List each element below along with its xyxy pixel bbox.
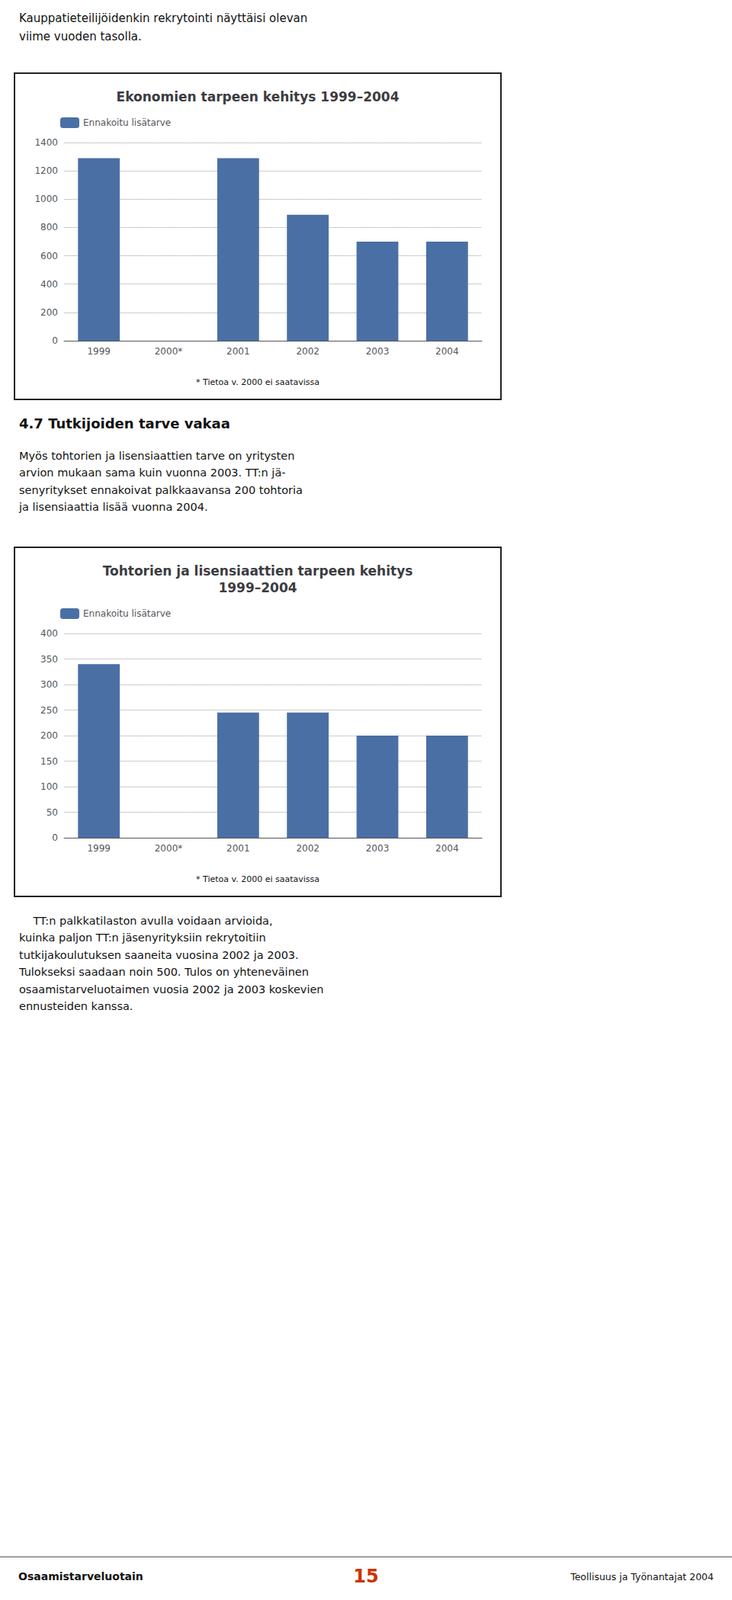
svg-text:100: 100 (40, 781, 58, 793)
svg-text:350: 350 (40, 654, 58, 665)
svg-text:* Tietoa v. 2000 ei saatavissa: * Tietoa v. 2000 ei saatavissa (195, 874, 320, 885)
svg-text:2004: 2004 (435, 843, 460, 854)
svg-text:Ekonomien tarpeen kehitys 1999: Ekonomien tarpeen kehitys 1999–2004 (116, 89, 400, 105)
svg-text:1999–2004: 1999–2004 (218, 580, 297, 596)
svg-text:2000*: 2000* (154, 843, 183, 854)
svg-text:2004: 2004 (435, 346, 460, 357)
svg-text:1200: 1200 (34, 165, 58, 177)
svg-text:Ennakoitu lisätarve: Ennakoitu lisätarve (83, 608, 171, 620)
svg-text:2001: 2001 (226, 346, 251, 357)
svg-text:150: 150 (40, 756, 58, 768)
html-text:Myös tohtorien ja lisensiaatti: Myös tohtorien ja lisensiaattien tarve o… (19, 449, 303, 514)
svg-text:2000*: 2000* (154, 346, 183, 357)
svg-text:400: 400 (40, 279, 58, 290)
svg-text:0: 0 (51, 832, 58, 844)
svg-text:Tohtorien ja lisensiaattien ta: Tohtorien ja lisensiaattien tarpeen kehi… (102, 563, 414, 579)
svg-text:* Tietoa v. 2000 ei saatavissa: * Tietoa v. 2000 ei saatavissa (195, 377, 320, 388)
svg-text:800: 800 (40, 221, 58, 233)
svg-text:2003: 2003 (366, 346, 390, 357)
svg-text:1400: 1400 (34, 137, 58, 148)
svg-text:600: 600 (40, 250, 58, 262)
svg-text:50: 50 (46, 807, 58, 819)
svg-text:200: 200 (40, 730, 58, 742)
svg-text:200: 200 (40, 307, 58, 318)
svg-text:1999: 1999 (86, 843, 111, 854)
svg-text:300: 300 (40, 679, 58, 691)
svg-text:250: 250 (40, 705, 58, 716)
html-text:Osaamistarveluotain: Osaamistarveluotain (18, 1570, 144, 1583)
svg-text:2002: 2002 (295, 346, 320, 357)
html-text:15: 15 (353, 1565, 379, 1588)
svg-text:0: 0 (51, 335, 58, 347)
svg-text:1000: 1000 (34, 193, 58, 205)
svg-text:400: 400 (40, 628, 58, 639)
svg-text:2002: 2002 (295, 843, 320, 854)
html-text:TT:n palkkatilaston avulla voi: TT:n palkkatilaston avulla voidaan arvio… (19, 915, 324, 1013)
svg-text:2003: 2003 (366, 843, 390, 854)
html-text:Kauppatieteilijöidenkin rekryt: Kauppatieteilijöidenkin rekrytointi näyt… (19, 11, 308, 44)
svg-text:1999: 1999 (86, 346, 111, 357)
svg-text:Ennakoitu lisätarve: Ennakoitu lisätarve (83, 117, 171, 129)
svg-text:2001: 2001 (226, 843, 251, 854)
html-text:4.7 Tutkijoiden tarve vakaa: 4.7 Tutkijoiden tarve vakaa (19, 415, 231, 432)
html-text:Teollisuus ja Työnantajat 2004: Teollisuus ja Työnantajat 2004 (570, 1570, 714, 1583)
